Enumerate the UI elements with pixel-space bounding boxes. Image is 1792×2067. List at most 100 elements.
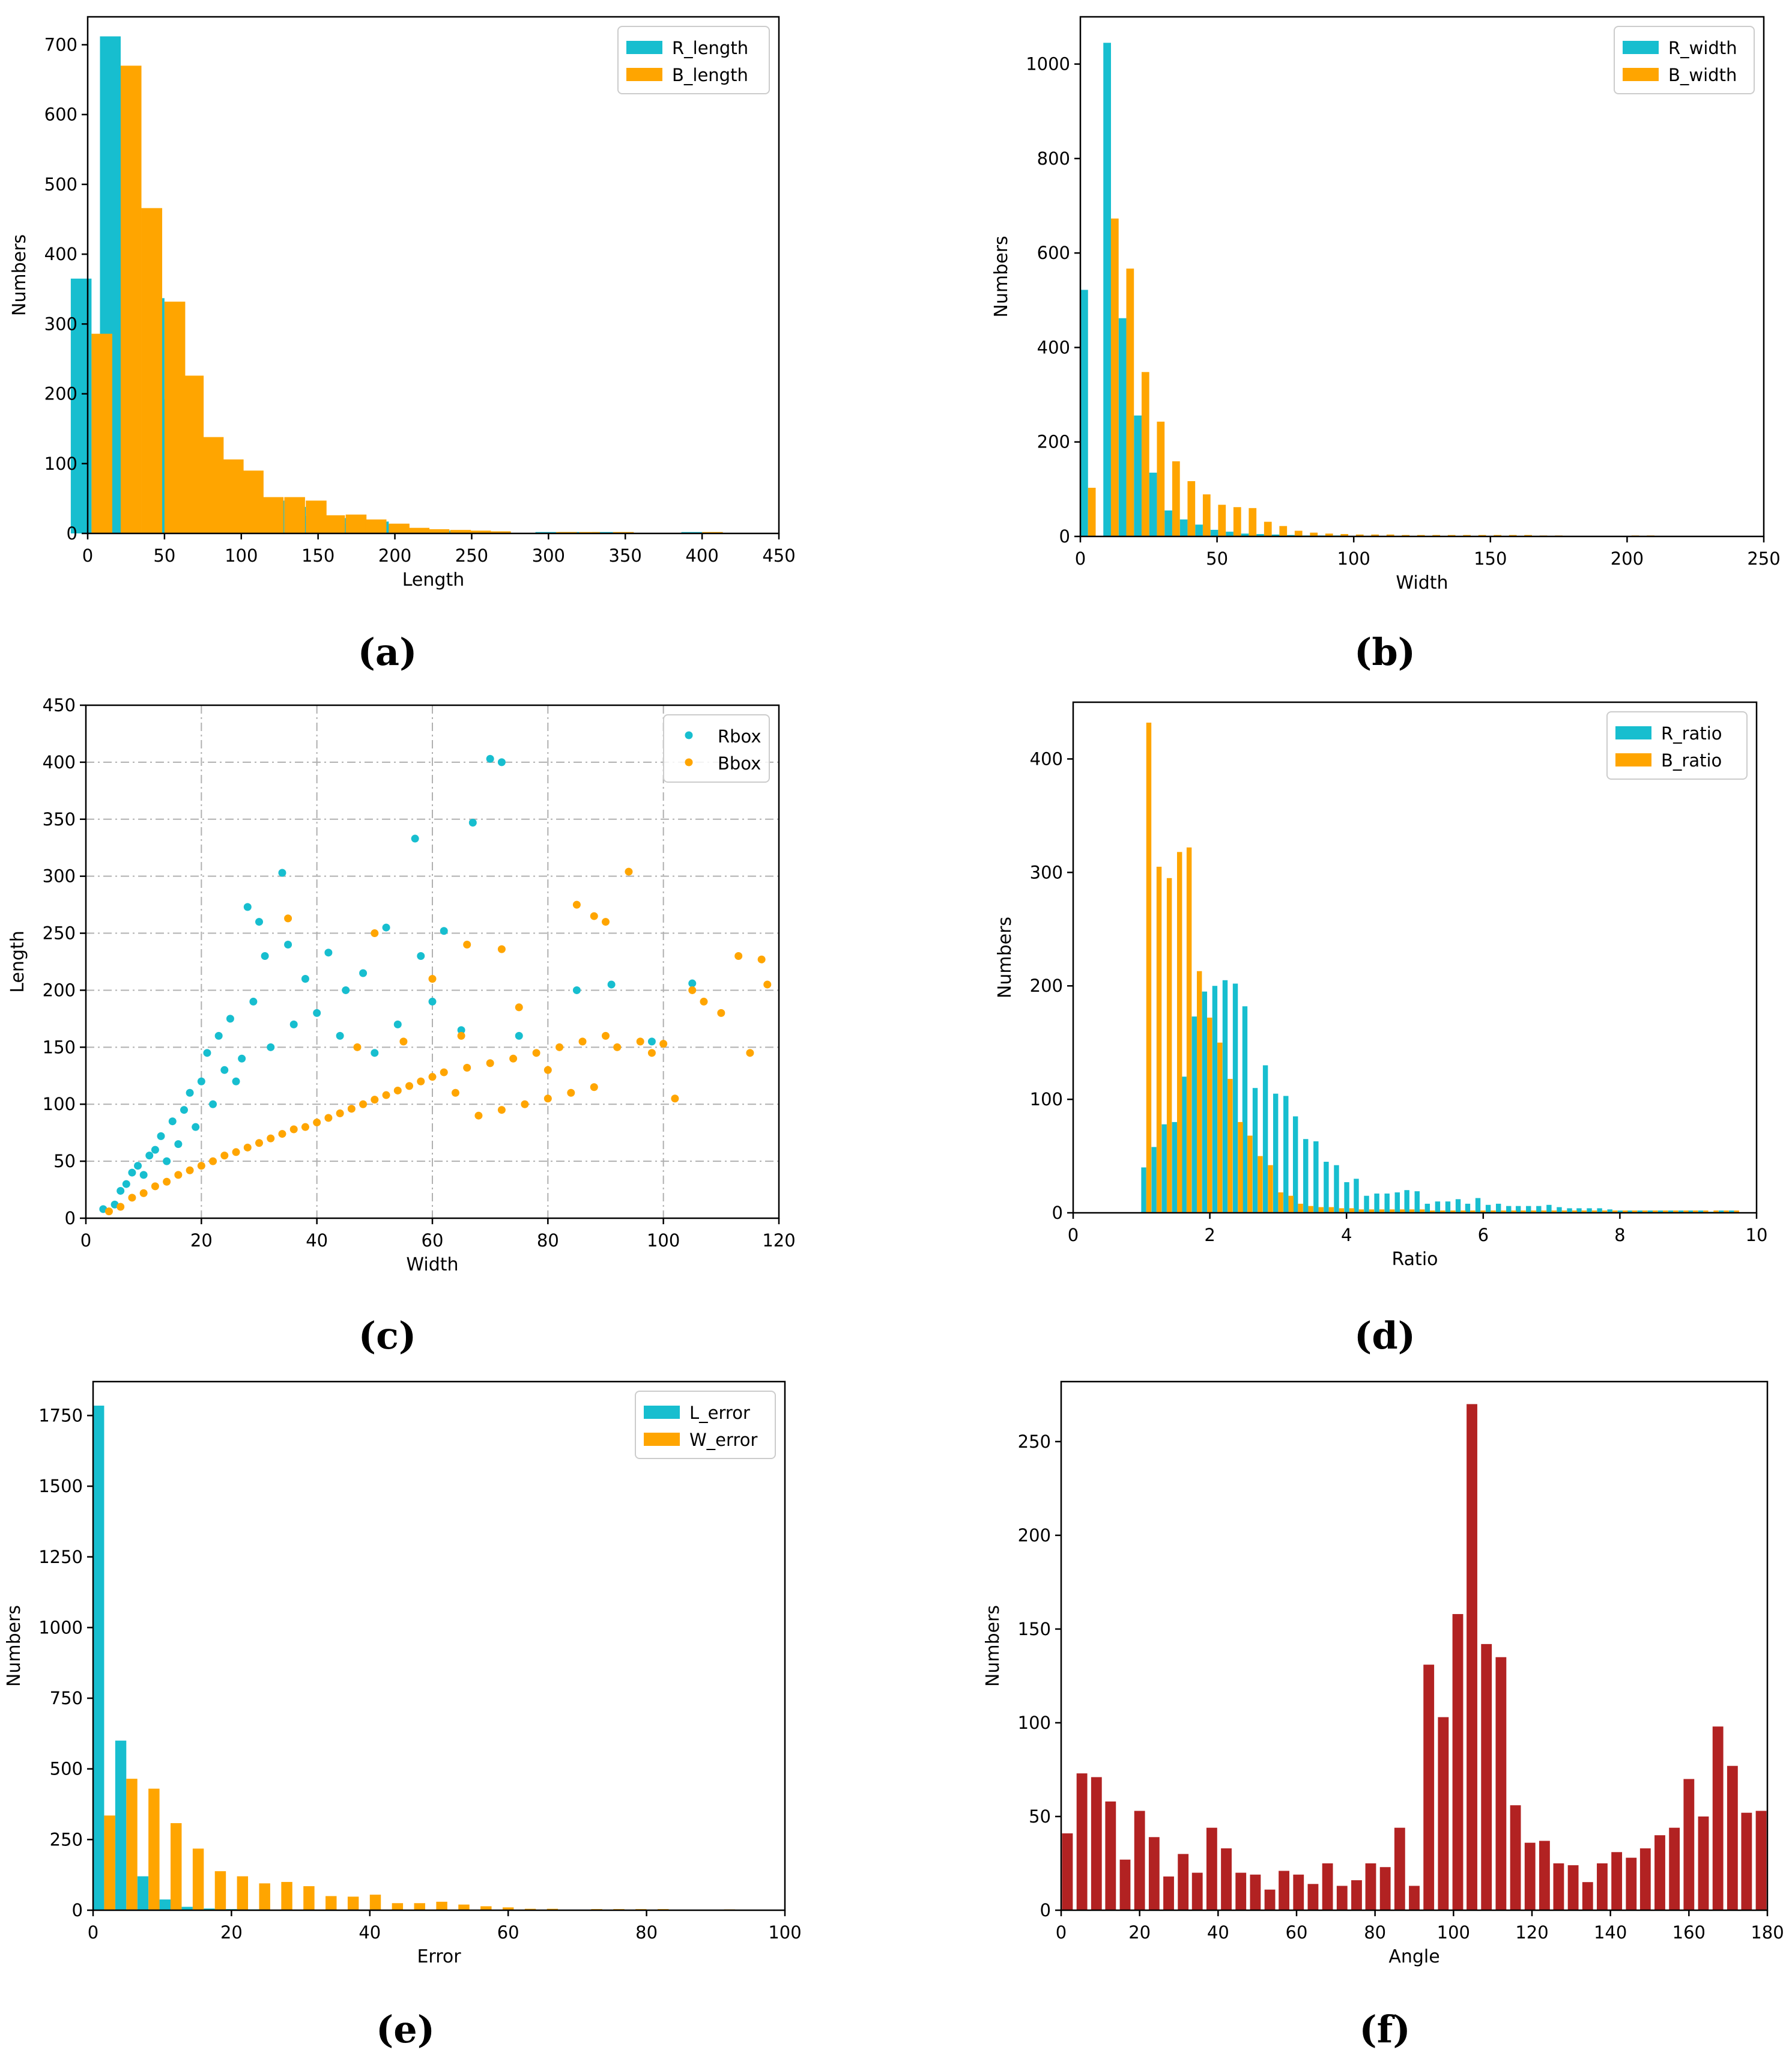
point-bbox xyxy=(186,1166,194,1174)
bar-r-ratio xyxy=(1536,1206,1542,1213)
point-bbox xyxy=(700,997,708,1006)
point-bbox xyxy=(289,1125,298,1134)
point-bbox xyxy=(278,1130,286,1138)
bar-b-width xyxy=(1202,494,1211,536)
y-tick-label: 100 xyxy=(44,454,77,474)
bar-b-ratio xyxy=(1258,1156,1263,1213)
x-tick-label: 8 xyxy=(1614,1225,1625,1245)
bar-angle xyxy=(1206,1827,1217,1910)
x-tick-label: 140 xyxy=(1594,1922,1627,1943)
point-bbox xyxy=(486,1059,494,1067)
legend-swatch xyxy=(644,1406,680,1419)
bar-r-ratio xyxy=(1222,980,1228,1213)
bar-b-ratio xyxy=(1227,1079,1233,1213)
x-tick-label: 250 xyxy=(455,545,488,566)
bar-b-ratio xyxy=(1673,1210,1678,1213)
bar-b-ratio xyxy=(1501,1210,1506,1213)
bar-r-ratio xyxy=(1172,1122,1177,1213)
bar-angle xyxy=(1597,1863,1608,1910)
point-bbox xyxy=(151,1182,159,1191)
point-rbox xyxy=(486,754,494,763)
legend-label: Bbox xyxy=(718,753,761,774)
legend: R_length B_length xyxy=(617,26,770,94)
bar-b-ratio xyxy=(1217,1042,1223,1213)
bar-w-error xyxy=(281,1881,292,1910)
bar-angle xyxy=(1481,1644,1492,1910)
point-bbox xyxy=(497,945,506,953)
bar-b-length xyxy=(324,515,345,533)
y-tick-label: 300 xyxy=(1030,862,1063,882)
legend-marker xyxy=(685,731,693,739)
y-axis-label: Numbers xyxy=(994,917,1016,998)
bar-angle xyxy=(1524,1842,1536,1910)
bar-r-ratio xyxy=(1475,1198,1481,1213)
x-tick-label: 60 xyxy=(1286,1922,1308,1943)
x-tick-label: 0 xyxy=(88,1922,98,1943)
point-rbox xyxy=(214,1031,223,1040)
y-tick-label: 400 xyxy=(1037,337,1070,357)
y-tick-label: 0 xyxy=(1040,1900,1051,1920)
point-rbox xyxy=(209,1100,217,1108)
axes-frame xyxy=(1060,1380,1769,1911)
point-bbox xyxy=(602,1031,610,1040)
bar-b-width xyxy=(1187,481,1196,536)
x-tick-label: 80 xyxy=(537,1230,559,1251)
y-tick-label: 700 xyxy=(44,34,77,55)
point-rbox xyxy=(371,1049,379,1057)
bar-angle xyxy=(1669,1827,1680,1910)
caption-f: (f) xyxy=(1359,2008,1410,2051)
point-rbox xyxy=(468,818,477,827)
bar-r-width xyxy=(1195,524,1203,536)
legend: Rbox Bbox xyxy=(663,714,770,783)
legend-swatch xyxy=(1623,41,1659,54)
point-rbox xyxy=(289,1020,298,1028)
bar-w-error xyxy=(259,1883,270,1910)
bar-r-ratio xyxy=(1729,1210,1734,1213)
x-tick-label: 180 xyxy=(1751,1922,1784,1943)
point-rbox xyxy=(284,941,292,949)
bar-r-ratio xyxy=(1576,1208,1582,1213)
bar-b-length xyxy=(450,530,471,533)
point-rbox xyxy=(174,1140,183,1149)
point-rbox xyxy=(417,952,425,961)
x-axis-label: Width xyxy=(1396,572,1448,593)
bar-b-ratio xyxy=(1349,1208,1355,1213)
point-rbox xyxy=(243,903,252,911)
bar-r-ratio xyxy=(1637,1210,1642,1213)
bar-b-length xyxy=(120,65,142,534)
bar-b-length xyxy=(470,530,491,533)
bar-angle xyxy=(1134,1811,1145,1910)
point-bbox xyxy=(497,1106,506,1114)
x-tick-label: 120 xyxy=(1515,1922,1548,1943)
bar-r-ratio xyxy=(1161,1124,1167,1213)
bar-b-width xyxy=(1157,421,1165,536)
point-bbox xyxy=(163,1177,171,1186)
bar-r-ratio xyxy=(1515,1206,1521,1213)
bar-b-ratio xyxy=(1663,1210,1668,1213)
bar-w-error xyxy=(325,1896,337,1910)
y-tick-label: 400 xyxy=(43,752,76,772)
bar-angle xyxy=(1163,1876,1174,1910)
legend: L_error W_error xyxy=(635,1391,776,1459)
point-rbox xyxy=(440,927,448,935)
bar-r-ratio xyxy=(1607,1209,1612,1213)
x-tick-label: 40 xyxy=(359,1922,381,1943)
legend-label: R_ratio xyxy=(1661,723,1722,744)
y-tick-label: 150 xyxy=(1018,1619,1051,1639)
y-tick-label: 600 xyxy=(44,105,77,125)
bar-r-ratio xyxy=(1344,1182,1349,1213)
bar-b-ratio xyxy=(1521,1210,1526,1213)
y-tick-label: 250 xyxy=(50,1829,83,1850)
point-rbox xyxy=(255,918,263,926)
bar-b-length xyxy=(141,208,163,533)
point-bbox xyxy=(382,1091,390,1099)
x-tick-label: 20 xyxy=(220,1922,243,1943)
bar-angle xyxy=(1698,1816,1709,1910)
caption-e: (e) xyxy=(376,2008,435,2051)
bar-w-error xyxy=(303,1886,315,1910)
bar-b-ratio xyxy=(1156,866,1162,1213)
bar-b-ratio xyxy=(1278,1192,1283,1213)
y-tick-label: 800 xyxy=(1037,148,1070,169)
bar-b-length xyxy=(202,437,224,533)
legend-label: B_ratio xyxy=(1661,750,1722,771)
